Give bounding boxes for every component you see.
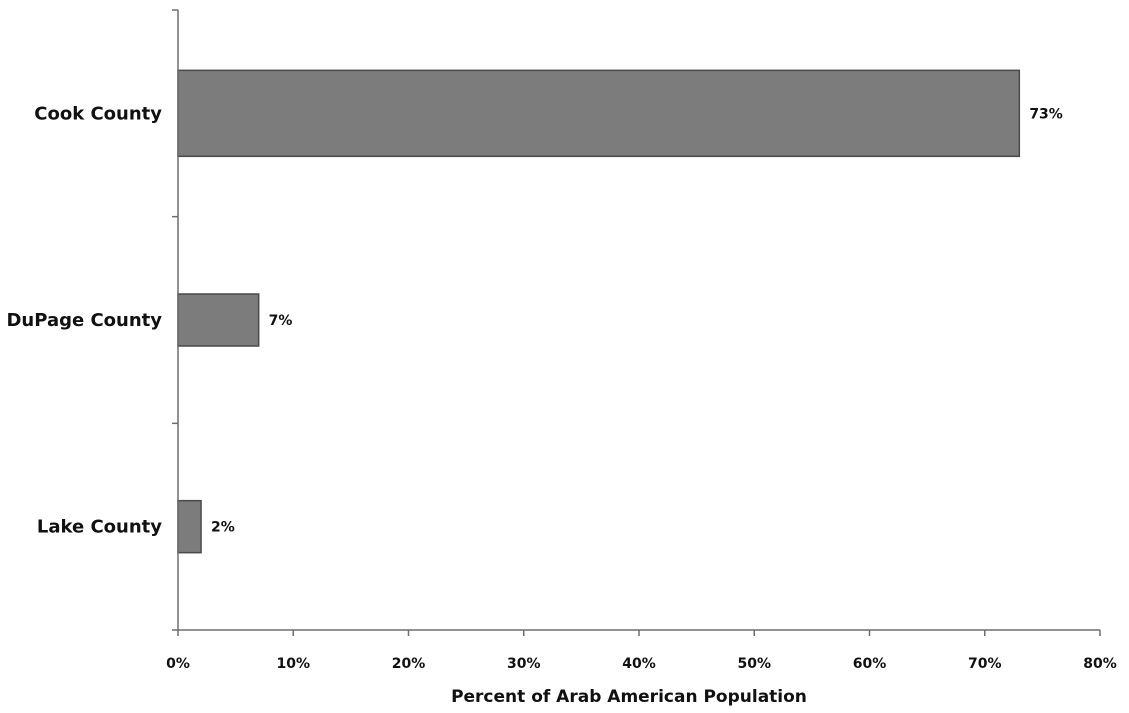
- x-tick-label: 0%: [166, 656, 190, 672]
- x-tick-label: 30%: [507, 656, 541, 672]
- bar: [177, 69, 1021, 158]
- x-tick-label: 40%: [622, 656, 656, 672]
- category-label: Lake County: [37, 517, 162, 538]
- category-label: Cook County: [34, 103, 162, 124]
- bar: [177, 499, 202, 554]
- category-label: DuPage County: [6, 310, 162, 331]
- data-label: 7%: [269, 313, 293, 329]
- x-tick-label: 80%: [1083, 656, 1117, 672]
- x-tick-label: 20%: [392, 656, 426, 672]
- bar: [177, 293, 260, 347]
- x-tick-label: 50%: [737, 656, 771, 672]
- data-label: 73%: [1029, 106, 1063, 122]
- x-axis-title: Percent of Arab American Population: [451, 687, 807, 707]
- data-label: 2%: [211, 520, 235, 536]
- x-tick-label: 60%: [853, 656, 887, 672]
- labels-group: 0% 10% 20% 30% 40% 50% 60% 70% 80% Cook County 73%…: [6, 103, 1116, 672]
- bars-group: [177, 69, 1021, 554]
- axes-group: [172, 9, 1101, 636]
- x-tick-label: 70%: [968, 656, 1002, 672]
- x-tick-label: 10%: [276, 656, 310, 672]
